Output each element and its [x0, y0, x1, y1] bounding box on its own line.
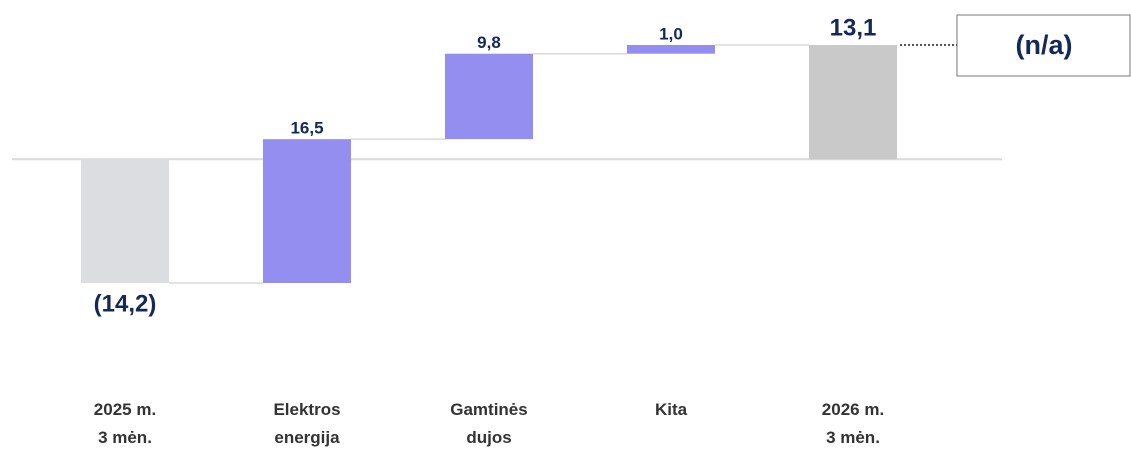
bar: [627, 45, 715, 54]
value-label: (14,2): [94, 290, 157, 317]
bar: [445, 53, 533, 140]
value-label: 16,5: [290, 119, 323, 138]
bar: [809, 45, 897, 160]
value-label: 9,8: [477, 33, 501, 52]
value-label: 1,0: [659, 24, 683, 43]
x-tick-label: Kita: [654, 400, 688, 419]
annotation: (n/a): [1016, 30, 1073, 60]
x-tick-label: Elektros energija: [273, 400, 341, 447]
bar: [263, 139, 351, 283]
value-label: 13,1: [830, 14, 877, 41]
x-tick-label: 2025 m. 3 mėn.: [93, 400, 157, 447]
bar: [81, 159, 169, 283]
x-tick-label: 2026 m. 3 mėn.: [821, 400, 885, 447]
annotation-box: [956, 14, 1131, 77]
x-tick-label: Gamtinės dujos: [450, 400, 528, 447]
